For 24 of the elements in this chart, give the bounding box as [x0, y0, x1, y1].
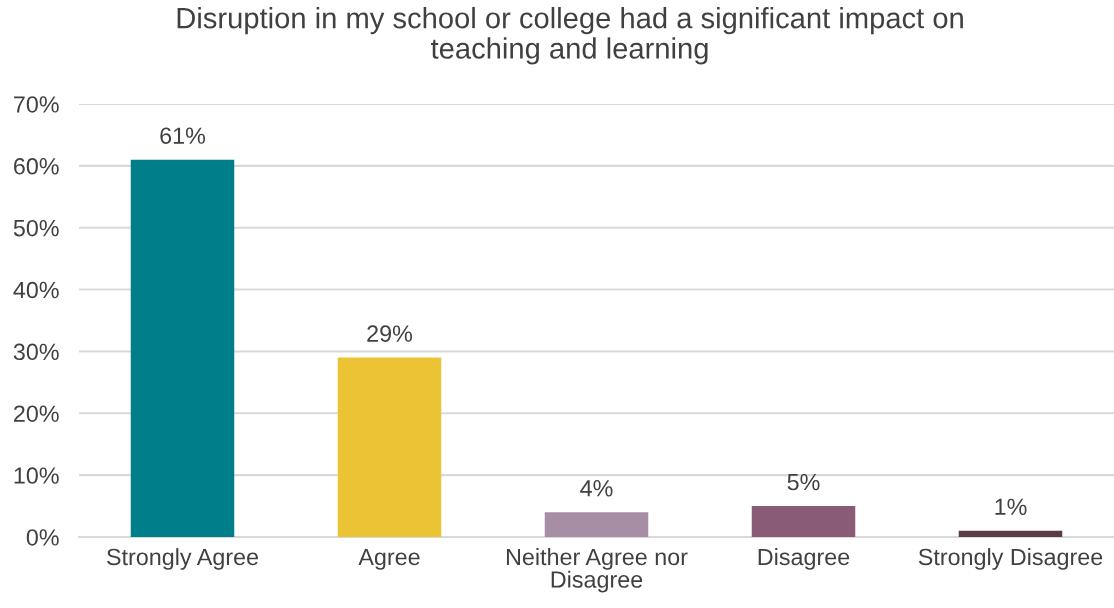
- bar: [337, 357, 442, 537]
- chart-title: Disruption in my school or college had a significant impact on teaching and learning: [177, 7, 963, 65]
- x-tick-label: Strongly Agree: [107, 548, 258, 570]
- y-tick-label: 20%: [14, 405, 59, 422]
- x-tick-label: Strongly Disagree: [918, 548, 1103, 570]
- y-tick-label: 60%: [14, 158, 59, 175]
- bar: [751, 506, 856, 537]
- y-tick-label: 40%: [13, 281, 59, 299]
- bar: [958, 530, 1063, 537]
- data-label: 5%: [787, 473, 820, 491]
- y-tick-label: 10%: [14, 467, 59, 484]
- bar: [130, 159, 235, 537]
- x-tick-label: Neither Agree nor Disagree: [506, 548, 688, 593]
- data-label: 4%: [580, 480, 613, 497]
- data-label: 29%: [367, 325, 413, 342]
- data-label: 1%: [995, 498, 1027, 515]
- y-tick-label: 70%: [14, 96, 59, 113]
- y-tick-label: 0%: [26, 529, 59, 546]
- y-tick-label: 50%: [13, 219, 59, 237]
- x-tick-label: Agree: [358, 548, 420, 570]
- bar: [544, 512, 649, 537]
- y-tick-label: 30%: [13, 343, 59, 361]
- x-tick-label: Disagree: [758, 548, 850, 570]
- data-label: 61%: [160, 127, 206, 144]
